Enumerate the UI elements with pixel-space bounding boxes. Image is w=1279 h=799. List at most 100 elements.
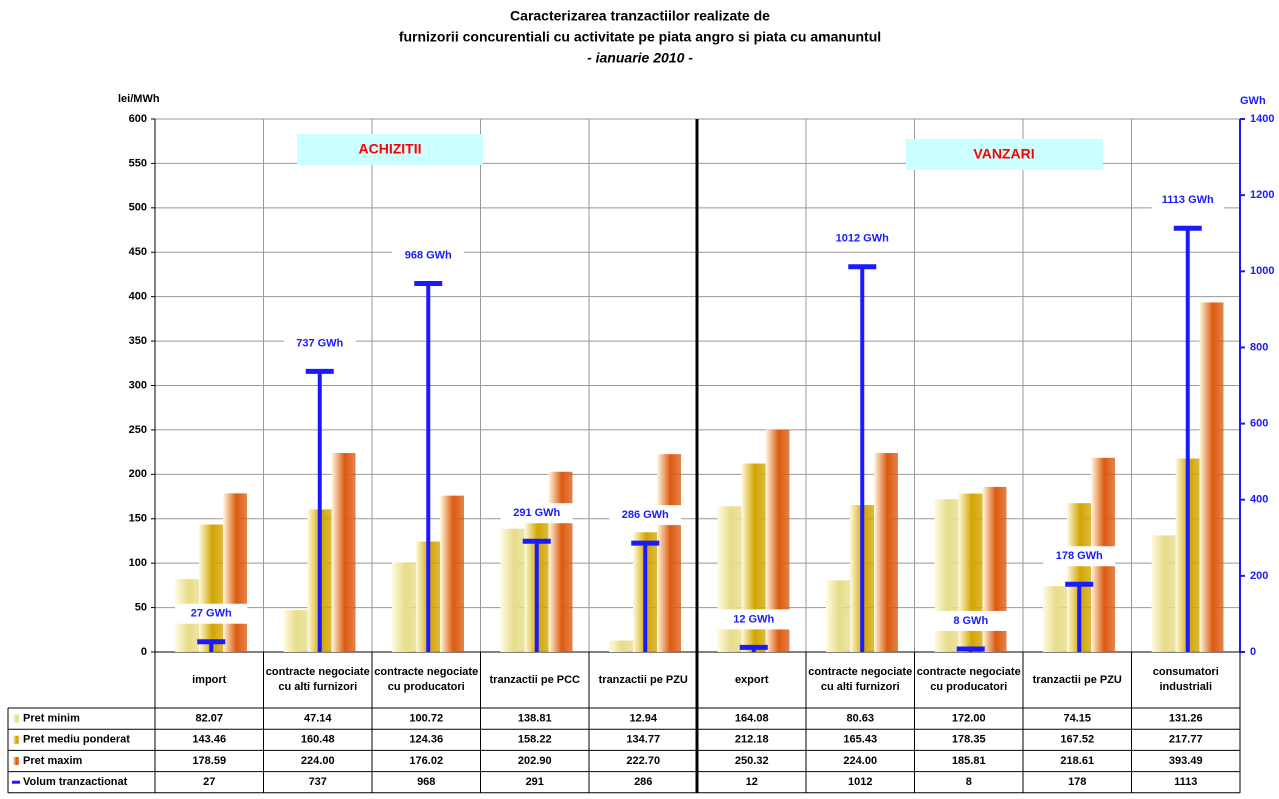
table-cell: 176.02 — [409, 755, 443, 767]
table-cell: 160.48 — [301, 734, 335, 746]
table-cell: 74.15 — [1063, 713, 1091, 725]
category-cell: contracte negociate cu alti furnizori — [808, 666, 913, 693]
category-cell: export — [735, 674, 769, 686]
legend-label: Pret maxim — [23, 755, 83, 767]
table-cell: 158.22 — [518, 734, 552, 746]
bar — [331, 453, 356, 652]
x-tick-label: contracte negociate cu alti furnizori — [808, 666, 913, 693]
table-cell: 178.59 — [192, 755, 226, 767]
y2-tick-label: 400 — [1250, 494, 1268, 506]
table-cell: 143.46 — [192, 734, 226, 746]
legend-label: Volum tranzactionat — [23, 776, 128, 788]
category-cell: tranzactii pe PZU — [1033, 674, 1122, 686]
y2-tick-label: 200 — [1250, 570, 1268, 582]
x-tick-label: import — [192, 673, 227, 686]
table-cell: 224.00 — [301, 755, 335, 767]
y-tick-label: 50 — [135, 601, 147, 613]
value-label: 737 GWh — [296, 337, 343, 349]
bar — [440, 495, 464, 652]
value-label-box — [1151, 190, 1224, 211]
bar — [283, 610, 308, 652]
table-cell: 217.77 — [1169, 734, 1203, 746]
bar — [874, 453, 898, 652]
y2-tick-label: 1400 — [1250, 113, 1274, 125]
table-cell: 178.35 — [952, 734, 986, 746]
y-tick-label: 550 — [129, 157, 147, 169]
table-cell: 165.43 — [843, 734, 877, 746]
table-cell: 167.52 — [1060, 734, 1094, 746]
y-axis-label: lei/MWh — [118, 93, 160, 105]
table-cell: 393.49 — [1169, 755, 1203, 767]
y2-tick-label: 800 — [1250, 341, 1268, 353]
table-cell: 80.63 — [846, 713, 874, 725]
y2-tick-label: 0 — [1250, 646, 1256, 658]
bar — [1043, 586, 1067, 652]
table-cell: 178 — [1068, 776, 1086, 788]
x-tick-label: tranzactii pe PCC — [489, 673, 580, 686]
y-tick-label: 450 — [129, 246, 147, 258]
value-label-box — [175, 603, 248, 624]
legend-swatch — [13, 757, 19, 765]
table-cell: 286 — [634, 776, 652, 788]
category-cell: contracte negociate cu producatori — [917, 666, 1021, 693]
table-cell: 968 — [417, 776, 435, 788]
value-label-box — [826, 228, 899, 249]
y-tick-label: 300 — [129, 379, 147, 391]
table-cell: 202.90 — [518, 755, 552, 767]
table-cell: 218.61 — [1060, 755, 1094, 767]
x-tick-label: contracte negociate cu producatori — [374, 666, 479, 693]
table-cell: 212.18 — [735, 734, 769, 746]
bar — [223, 493, 247, 652]
table-cell: 185.81 — [952, 755, 986, 767]
annotation: VANZARI — [973, 146, 1034, 162]
x-tick-label: consumatori industriali — [1152, 666, 1219, 693]
table-cell: 124.36 — [409, 734, 443, 746]
y2-tick-label: 1000 — [1250, 265, 1274, 277]
table-cell: 138.81 — [518, 713, 552, 725]
value-label-box — [500, 503, 573, 524]
category-cell: tranzactii pe PZU — [599, 674, 688, 686]
table-cell: 291 — [526, 776, 544, 788]
value-label: 286 GWh — [622, 509, 669, 521]
value-label: 291 GWh — [513, 507, 560, 519]
y-tick-label: 200 — [129, 468, 147, 480]
value-label-box — [717, 609, 790, 630]
table-cell: 172.00 — [952, 713, 986, 725]
bar — [609, 640, 633, 652]
legend-label: Pret mediu ponderat — [23, 734, 130, 746]
annotation-box — [297, 134, 483, 165]
legend-label: Pret minim — [23, 713, 80, 725]
table-cell: 224.00 — [843, 755, 877, 767]
table-cell: 222.70 — [626, 755, 660, 767]
bar — [1199, 302, 1224, 652]
y2-tick-label: 600 — [1250, 417, 1268, 429]
x-tick-label: contracte negociate cu alti furnizori — [265, 666, 370, 693]
category-cell: consumatori industriali — [1152, 666, 1219, 693]
legend-swatch — [12, 780, 20, 784]
y-tick-label: 350 — [129, 335, 147, 347]
table-cell: 1113 — [1174, 776, 1197, 788]
y-tick-label: 100 — [129, 557, 147, 569]
value-label: 968 GWh — [405, 249, 452, 261]
y-tick-label: 400 — [129, 291, 147, 303]
value-label: 1012 GWh — [836, 233, 889, 245]
table-cell: 1012 — [848, 776, 872, 788]
value-label-box — [934, 610, 1007, 631]
value-label-box — [283, 333, 356, 354]
value-label: 178 GWh — [1056, 550, 1103, 562]
table-cell: 250.32 — [735, 755, 769, 767]
value-label: 8 GWh — [953, 615, 988, 627]
bar — [657, 454, 681, 652]
value-label: 12 GWh — [733, 613, 774, 625]
table-cell: 8 — [966, 776, 972, 788]
subtitle: furnizorii concurentiali cu activitate p… — [399, 29, 881, 45]
table-cell: 737 — [309, 776, 327, 788]
category-cell: tranzactii pe PCC — [489, 673, 580, 686]
legend-swatch — [13, 735, 19, 744]
category-cell: contracte negociate cu alti furnizori — [265, 666, 370, 693]
bar — [717, 506, 742, 652]
table-cell: 27 — [203, 776, 215, 788]
bar — [500, 528, 525, 652]
legend-swatch — [13, 714, 19, 723]
value-label-box — [1043, 546, 1116, 567]
